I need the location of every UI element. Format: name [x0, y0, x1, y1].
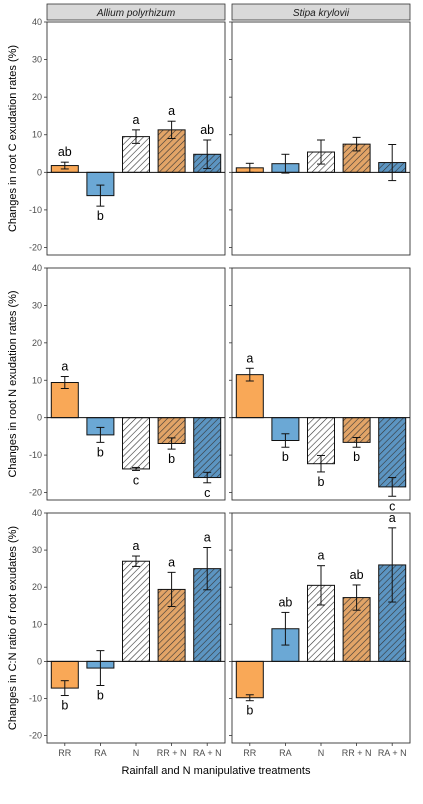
y-tick-label: 30 — [32, 300, 42, 310]
y-tick-label: 40 — [32, 17, 42, 27]
facet-label: Allium polyrhizum — [96, 8, 175, 19]
panels-layer: Allium polyrhizum Stipa krylovii Changes i… — [7, 3, 411, 758]
significance-letter: ab — [350, 568, 364, 582]
x-tick-label: RA + N — [378, 748, 407, 758]
x-tick-label: N — [133, 748, 140, 758]
x-tick-label: RR — [58, 748, 71, 758]
significance-letter: c — [133, 473, 139, 487]
significance-letter: a — [246, 351, 253, 365]
y-tick-label: -20 — [29, 731, 42, 741]
significance-letter: c — [204, 486, 210, 500]
y-axis-title: Changes in root C exudation rates (%) — [7, 45, 19, 232]
significance-letter: b — [282, 450, 289, 464]
y-tick-label: -10 — [29, 693, 42, 703]
y-tick-label: 20 — [32, 582, 42, 592]
y-tick-label: 0 — [37, 656, 42, 666]
bar — [236, 661, 264, 698]
y-tick-label: 40 — [32, 508, 42, 518]
significance-letter: b — [246, 704, 253, 718]
y-tick-label: -20 — [29, 242, 42, 252]
x-tick-label: RA — [279, 748, 292, 758]
y-tick-label: -10 — [29, 205, 42, 215]
significance-letter: a — [318, 549, 325, 563]
significance-letter: b — [97, 445, 104, 459]
significance-letter: a — [61, 360, 68, 374]
significance-letter: c — [389, 499, 395, 513]
y-tick-label: -20 — [29, 488, 42, 498]
significance-letter: ab — [58, 145, 72, 159]
facet-strip — [46, 3, 226, 21]
panel-r2-c1: -20 -10 0 10 20 30 40 a b c b c — [29, 263, 226, 501]
y-axis-title: Changes in C:N ratio of root exudates (%… — [7, 526, 19, 730]
y-tick-label: 10 — [32, 619, 42, 629]
panel-r1-c1: -20 -10 0 10 20 30 40 ab b a a ab — [29, 17, 226, 256]
x-tick-label: N — [318, 748, 325, 758]
y-tick-label: 0 — [37, 167, 42, 177]
significance-letter: b — [61, 699, 68, 713]
x-tick-label: RA — [94, 748, 107, 758]
significance-letter: b — [318, 475, 325, 489]
bar-hatch — [122, 561, 150, 662]
significance-letter: a — [168, 104, 175, 118]
significance-letter: b — [168, 452, 175, 466]
y-tick-label: -10 — [29, 450, 42, 460]
panel-frame — [231, 21, 411, 256]
significance-letter: a — [204, 531, 211, 545]
significance-letter: ab — [278, 595, 292, 609]
bar-hatch — [122, 417, 150, 469]
significance-letter: b — [97, 209, 104, 223]
bar-hatch — [193, 417, 221, 478]
significance-letter: b — [353, 450, 360, 464]
panel-r2-c2: a b b b c — [229, 267, 411, 513]
significance-letter: ab — [200, 123, 214, 137]
bar-hatch — [378, 417, 406, 487]
x-tick-label: RR + N — [157, 748, 187, 758]
x-tick-label: RR + N — [342, 748, 372, 758]
facet-strip — [231, 3, 411, 21]
y-tick-label: 10 — [32, 130, 42, 140]
bar — [236, 374, 264, 418]
x-tick-label: RA + N — [193, 748, 222, 758]
panel-r3-c2: b ab a ab a RR RA N RR + N RA + N — [229, 511, 411, 758]
y-tick-label: 20 — [32, 92, 42, 102]
significance-letter: b — [97, 689, 104, 703]
significance-letter: a — [133, 113, 140, 127]
y-tick-label: 40 — [32, 263, 42, 273]
significance-letter: a — [168, 555, 175, 569]
y-tick-label: 20 — [32, 338, 42, 348]
y-axis-title: Changes in root N exudation rates (%) — [7, 290, 19, 477]
y-tick-label: 30 — [32, 55, 42, 65]
significance-letter: a — [389, 511, 396, 525]
bar — [86, 172, 114, 196]
bar — [86, 417, 114, 435]
x-axis-title: Rainfall and N manipulative treatments — [122, 765, 311, 777]
facet-label: Stipa krylovii — [293, 8, 350, 19]
panel-r1-c2 — [229, 21, 411, 256]
x-tick-label: RR — [243, 748, 256, 758]
y-tick-label: 0 — [37, 413, 42, 423]
y-tick-label: 10 — [32, 375, 42, 385]
bar — [271, 417, 299, 441]
significance-letter: a — [133, 539, 140, 553]
panel-r3-c1: -20 -10 0 10 20 30 40 b b a a a RR RA N RR + N RA + N — [29, 508, 226, 758]
y-tick-label: 30 — [32, 545, 42, 555]
